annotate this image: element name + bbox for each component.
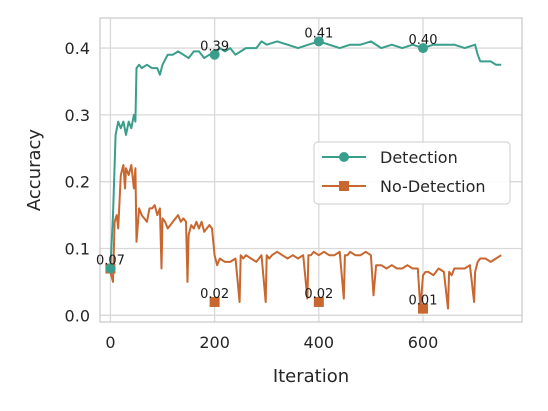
- legend-marker-no-detection: [339, 181, 349, 191]
- data-point-detection: [313, 36, 324, 47]
- x-axis-title: Iteration: [273, 366, 349, 387]
- data-label: 0.02: [304, 287, 333, 302]
- grid: [100, 18, 522, 322]
- data-point-detection: [209, 49, 220, 60]
- data-point-detection: [418, 43, 429, 54]
- y-tick-label: 0.1: [65, 240, 90, 259]
- y-tick-label: 0.3: [65, 106, 90, 125]
- data-label: 0.07: [96, 254, 125, 269]
- data-label: 0.01: [409, 294, 438, 309]
- y-tick-label: 0.4: [65, 39, 90, 58]
- data-label: 0.41: [304, 26, 333, 41]
- x-tick-label: 0: [105, 333, 115, 352]
- x-tick-label: 400: [304, 333, 335, 352]
- data-point-no-detection: [313, 296, 324, 307]
- x-tick-label: 600: [408, 333, 439, 352]
- data-point-detection: [105, 263, 116, 274]
- legend-label-no-detection: No-Detection: [380, 177, 486, 196]
- data-point-no-detection: [418, 303, 429, 314]
- data-point-no-detection: [209, 296, 220, 307]
- data-label: 0.40: [409, 33, 438, 48]
- y-tick-label: 0.2: [65, 173, 90, 192]
- data-label: 0.02: [200, 287, 229, 302]
- tick-labels: 0 200 400 600 0.0 0.1 0.2 0.3 0.4: [65, 39, 439, 352]
- plot-frame: [99, 17, 523, 323]
- y-tick-label: 0.0: [65, 306, 90, 325]
- series-line-no-detection: [109, 164, 502, 310]
- data-label: 0.39: [200, 40, 229, 55]
- y-axis-title: Accuracy: [24, 129, 45, 212]
- legend-marker-detection: [339, 152, 349, 162]
- point-labels: 0.07 0.02 0.02 0.01 0.39 0.41 0.40: [96, 26, 438, 308]
- legend-label-detection: Detection: [380, 148, 458, 167]
- legend: Detection No-Detection: [313, 141, 511, 205]
- x-tick-label: 200: [199, 333, 230, 352]
- series-layer: [105, 36, 502, 314]
